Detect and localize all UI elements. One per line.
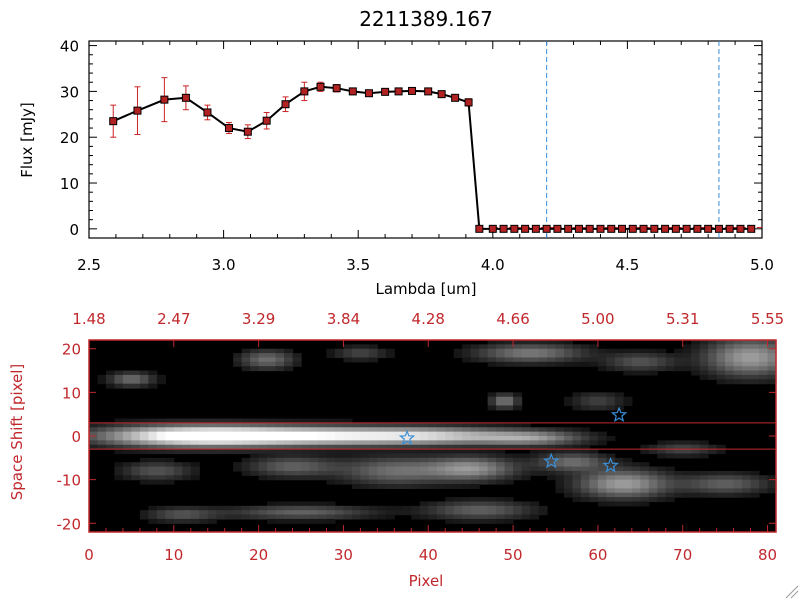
x-tick-label: 5.0 — [750, 256, 774, 274]
y-axis-label: Flux [mJy] — [18, 102, 36, 178]
spectrum-panel: 2211389.167 2.5 3.0 3.5 4.0 4.5 5.0010203040 … — [18, 7, 774, 298]
data-point — [639, 224, 648, 233]
data-point — [661, 224, 670, 233]
y-tick-label: 30 — [60, 83, 79, 101]
spectrum-plot-area — [109, 41, 762, 238]
data-point — [316, 82, 325, 91]
source-star-icon — [602, 457, 619, 473]
pixel-tick-label: 30 — [334, 546, 353, 564]
data-point — [682, 224, 691, 233]
y-tick-label: 40 — [60, 38, 79, 56]
wavelength-tick-label: 1.48 — [72, 310, 105, 328]
source-star-icon — [398, 429, 416, 446]
wavelength-tick-label: 3.29 — [242, 310, 275, 328]
image-axes: 0 10 20 30 40 50 60 70 80 1.48 2.47 3.29 3.84 4.28 4.6… — [57, 310, 785, 564]
data-point — [451, 93, 460, 102]
data-point — [521, 224, 530, 233]
wavelength-tick-label: 5.55 — [751, 310, 784, 328]
data-point — [300, 87, 309, 96]
wavelength-tick-label: 4.28 — [412, 310, 445, 328]
wavelength-tick-label: 5.31 — [666, 310, 699, 328]
shift-tick-label: 10 — [62, 384, 81, 402]
wavelength-tick-label: 3.84 — [327, 310, 360, 328]
pixel-tick-label: 70 — [673, 546, 692, 564]
pixel-axis-label: Pixel — [409, 572, 444, 590]
data-point — [281, 100, 290, 109]
data-point — [109, 117, 118, 126]
spectrum-frame — [88, 40, 763, 239]
data-point — [348, 87, 357, 96]
data-point — [564, 224, 573, 233]
spectral-image — [89, 340, 777, 532]
spectrum-axes: 2.5 3.0 3.5 4.0 4.5 5.0 0 10 20 30 40 — [60, 38, 774, 274]
data-point — [574, 224, 583, 233]
data-point — [704, 224, 713, 233]
source-star-icon — [542, 452, 560, 469]
y-tick-label: 20 — [60, 129, 79, 147]
x-axis-label: Lambda [um] — [376, 280, 477, 298]
wavelength-tick-label: 5.00 — [581, 310, 614, 328]
source-star-icon — [610, 406, 628, 423]
data-point — [262, 116, 271, 125]
pixel-tick-label: 10 — [164, 546, 183, 564]
data-point — [475, 224, 484, 233]
data-point — [332, 84, 341, 93]
pixel-tick-label: 60 — [588, 546, 607, 564]
data-point — [203, 108, 212, 117]
shift-tick-label: 20 — [62, 341, 81, 359]
pixel-tick-label: 40 — [419, 546, 438, 564]
data-point — [542, 224, 551, 233]
chart-title: 2211389.167 — [359, 7, 493, 31]
data-point — [364, 89, 373, 98]
x-tick-label: 4.5 — [615, 256, 639, 274]
data-point — [650, 224, 659, 233]
image-panel: 0 10 20 30 40 50 60 70 80 1.48 2.47 3.29 3.84 4.28 4.6… — [8, 310, 784, 590]
space-shift-axis-label: Space Shift [pixel] — [8, 364, 26, 501]
resize-grip-icon[interactable] — [785, 585, 799, 599]
data-point — [224, 124, 233, 133]
data-point — [499, 224, 508, 233]
data-point — [243, 127, 252, 136]
data-point — [424, 87, 433, 96]
data-point — [531, 224, 540, 233]
data-point — [747, 224, 756, 233]
x-tick-label: 3.5 — [346, 256, 370, 274]
data-point — [671, 224, 680, 233]
y-tick-label: 0 — [69, 221, 79, 239]
data-point — [585, 224, 594, 233]
data-point — [714, 224, 723, 233]
data-point — [618, 224, 627, 233]
pixel-tick-label: 0 — [84, 546, 94, 564]
data-point — [133, 106, 142, 115]
wavelength-tick-label: 2.47 — [157, 310, 190, 328]
data-point — [381, 87, 390, 96]
data-point — [628, 224, 637, 233]
x-tick-label: 2.5 — [77, 256, 101, 274]
shift-tick-label: -20 — [57, 515, 82, 533]
data-point — [736, 224, 745, 233]
pixel-tick-label: 80 — [758, 546, 777, 564]
data-point — [596, 224, 605, 233]
data-point — [693, 224, 702, 233]
y-tick-label: 10 — [60, 175, 79, 193]
data-point — [160, 95, 169, 104]
data-point — [725, 224, 734, 233]
data-point — [607, 224, 616, 233]
data-point — [510, 224, 519, 233]
x-tick-label: 4.0 — [481, 256, 505, 274]
data-point — [437, 90, 446, 99]
data-point — [408, 86, 417, 95]
x-tick-label: 3.0 — [212, 256, 236, 274]
data-point — [394, 87, 403, 96]
pixel-tick-label: 20 — [249, 546, 268, 564]
data-point — [488, 224, 497, 233]
shift-tick-label: 0 — [71, 428, 81, 446]
data-point — [464, 98, 473, 107]
data-point — [553, 224, 562, 233]
pixel-tick-label: 50 — [504, 546, 523, 564]
data-point — [181, 93, 190, 102]
shift-tick-label: -10 — [57, 472, 82, 490]
wavelength-tick-label: 4.66 — [496, 310, 529, 328]
